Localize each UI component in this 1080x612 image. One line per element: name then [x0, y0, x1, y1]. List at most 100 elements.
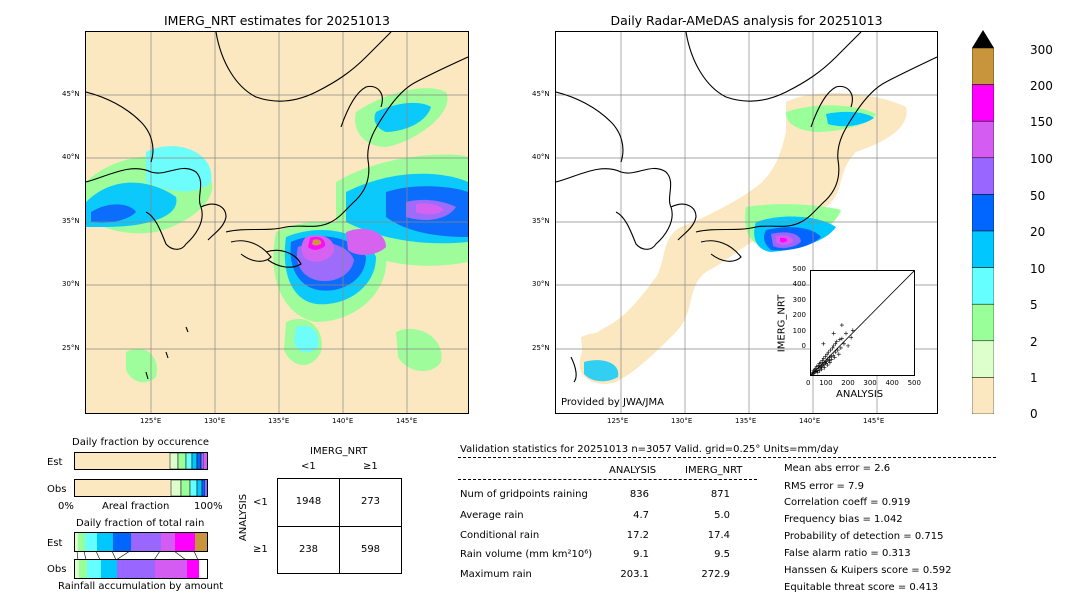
right-coastlines — [556, 32, 937, 383]
contingency-cell-22: 598 — [360, 544, 381, 555]
scatter-point — [821, 341, 826, 346]
scatter-xtick-0: 0 — [806, 379, 811, 387]
scatter-x-ticks: 0 100 200 300 400 500 — [806, 379, 921, 387]
colorbar-segment — [971, 230, 995, 268]
amount-title: Daily fraction of total rain — [76, 518, 205, 529]
score-far: False alarm ratio = 0.313 — [784, 548, 911, 559]
amount-obs-bar — [74, 559, 208, 579]
scatter-point — [832, 355, 837, 360]
contingency-table: 1948 273 238 598 — [277, 478, 402, 574]
scatter-point — [827, 358, 832, 363]
scatter-point — [827, 360, 832, 365]
scatter-ytick-200: 200 — [792, 311, 806, 320]
validation-header-rule — [458, 457, 996, 458]
cb-200: 200 — [1030, 79, 1053, 93]
scatter-point — [837, 337, 842, 342]
left-lat-35: 35°N — [62, 217, 80, 225]
cb-10: 10 — [1030, 262, 1046, 276]
contingency-cell-12: 273 — [360, 496, 381, 507]
amount-axis-caption: Rainfall accumulation by amount — [58, 581, 224, 592]
stat-label-average: Average rain — [460, 510, 524, 521]
scatter-point — [828, 348, 833, 353]
scatter-point — [826, 350, 831, 355]
contingency-row-lt: <1 — [253, 497, 268, 508]
validation-col-imerg: IMERG_NRT — [685, 465, 743, 476]
amount-est-label: Est — [47, 538, 63, 549]
colorbar-segment — [971, 194, 995, 232]
amount-obs-svg — [75, 560, 199, 578]
scatter-xtick-500: 500 — [907, 379, 921, 387]
stat-label-gridpoints: Num of gridpoints raining — [460, 489, 588, 500]
right-lat-40: 40°N — [532, 153, 550, 161]
cb-5: 5 — [1030, 298, 1038, 312]
right-lon-140: 140°E — [799, 417, 821, 425]
right-rain-field — [579, 92, 907, 384]
score-hk: Hanssen & Kuipers score = 0.592 — [784, 565, 952, 576]
cb-0: 0 — [1030, 407, 1038, 421]
stat-analysis-volume: 9.1 — [633, 549, 649, 560]
right-lat-25: 25°N — [532, 344, 550, 352]
colorbar-svg — [971, 30, 995, 415]
cb-20: 20 — [1030, 225, 1046, 239]
scatter-point — [844, 331, 849, 336]
amount-connectors — [76, 551, 199, 560]
stat-label-conditional: Conditional rain — [460, 530, 540, 541]
occurrence-obs-svg — [75, 479, 207, 497]
scatter-point — [821, 356, 826, 361]
right-map-svg — [556, 32, 937, 413]
scatter-ytick-300: 300 — [792, 295, 806, 304]
score-pod: Probability of detection = 0.715 — [784, 531, 944, 542]
occurrence-axis-left: 0% — [58, 501, 74, 512]
left-rain-field — [86, 88, 468, 383]
left-map-title: IMERG_NRT estimates for 20251013 — [163, 13, 390, 28]
stat-analysis-average: 4.7 — [633, 510, 649, 521]
stat-label-maximum: Maximum rain — [460, 569, 532, 580]
contingency-col-ge: ≥1 — [363, 461, 378, 472]
colorbar — [971, 30, 995, 415]
validation-header: Validation statistics for 20251013 n=305… — [460, 444, 839, 455]
provided-by-label: Provided by JWA/JMA — [561, 397, 664, 408]
colorbar-segment — [971, 84, 995, 122]
colorbar-extend-arrow — [972, 30, 994, 48]
stat-imerg-conditional: 17.4 — [707, 530, 730, 541]
contingency-hdivider — [278, 526, 401, 527]
left-lon-145: 145°E — [396, 417, 418, 425]
left-coastlines — [86, 32, 468, 380]
validation-subheader-rule — [458, 479, 757, 480]
scatter-point — [839, 336, 844, 341]
occurrence-title: Daily fraction by occurence — [72, 437, 210, 448]
scatter-point — [849, 335, 854, 340]
occurrence-axis-mid: Areal fraction — [102, 501, 170, 512]
scatter-point — [833, 341, 838, 346]
scatter-ytick-500: 500 — [792, 265, 806, 273]
right-lat-35: 35°N — [532, 217, 550, 225]
left-map — [85, 31, 469, 414]
scatter-point — [815, 368, 820, 373]
left-lon-130: 130°E — [204, 417, 226, 425]
left-lon-140: 140°E — [332, 417, 354, 425]
scatter-point — [838, 345, 843, 350]
scatter-point — [830, 345, 835, 350]
contingency-cell-21: 238 — [298, 544, 319, 555]
colorbar-segment — [971, 47, 995, 85]
contingency-col-lt: <1 — [301, 461, 316, 472]
left-lat-30: 30°N — [62, 280, 80, 288]
stat-analysis-gridpoints: 836 — [629, 489, 649, 500]
stat-imerg-volume: 9.5 — [714, 549, 730, 560]
scatter-point — [816, 363, 821, 368]
left-lat-25: 25°N — [62, 344, 80, 352]
contingency-row-ge: ≥1 — [253, 544, 268, 555]
cb-150: 150 — [1030, 115, 1053, 129]
left-gridlines — [86, 32, 468, 413]
scatter-xtick-400: 400 — [885, 379, 899, 387]
left-lon-125: 125°E — [140, 417, 162, 425]
amount-obs-label: Obs — [47, 564, 67, 575]
colorbar-segment — [971, 340, 995, 378]
colorbar-segment — [971, 377, 995, 415]
scatter-point — [829, 354, 834, 359]
scatter-point — [829, 357, 834, 362]
scatter-point — [825, 352, 830, 357]
contingency-cell-11: 1948 — [295, 496, 322, 507]
cb-2: 2 — [1030, 335, 1038, 349]
occurrence-obs-bar — [74, 479, 208, 497]
